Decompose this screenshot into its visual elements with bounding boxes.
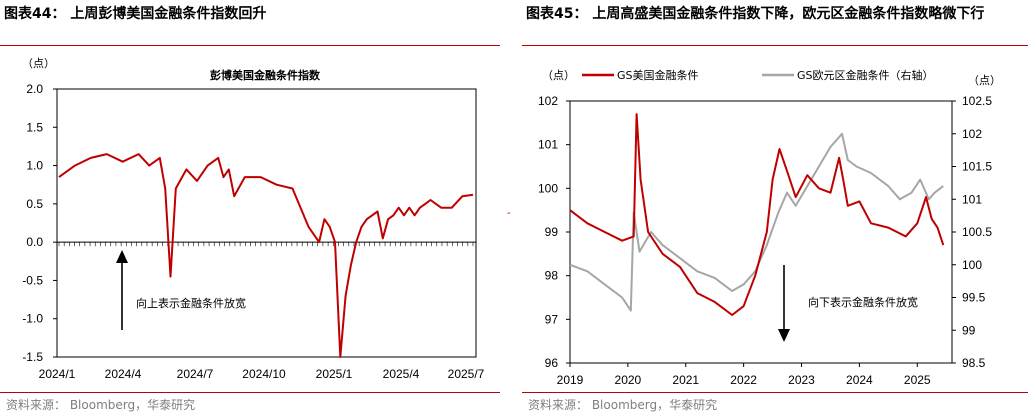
left-source-note: 资料来源： Bloomberg，华泰研究	[6, 398, 196, 412]
right-left-y-tick-label: 101	[538, 138, 558, 152]
right-right-y-tick-label: 100	[962, 258, 982, 272]
right-legend-label-eu: GS欧元区金融条件（右轴）	[797, 68, 934, 82]
left-plot-frame	[56, 88, 477, 358]
right-right-y-tick-label: 99	[962, 323, 976, 337]
left-y-unit: （点）	[22, 57, 55, 70]
left-y-tick-label: 1.0	[26, 159, 43, 173]
right-right-axis-unit: （点）	[968, 74, 1001, 87]
left-y-tick-label: -0.5	[22, 273, 43, 287]
left-x-tick-label: 2024/4	[105, 367, 142, 381]
right-right-y-tick-label: 100.5	[962, 225, 992, 239]
right-right-y-tick-label: 101.5	[962, 160, 992, 174]
right-right-y-tick-label: 99.5	[962, 291, 986, 305]
right-annotation-text: 向下表示金融条件放宽	[808, 295, 918, 309]
right-chart-title: 图表45： 上周高盛美国金融条件指数下降，欧元区金融条件指数略微下行	[526, 6, 985, 22]
right-annotation-arrow-head	[778, 329, 790, 342]
left-x-tick-label: 2025/4	[383, 367, 420, 381]
left-chart-panel: 图表44： 上周彭博美国金融条件指数回升 （点） 彭博美国金融条件指数 2.0 1.5…	[0, 0, 505, 417]
right-right-y-tick-label: 102.5	[962, 94, 992, 108]
left-y-tick-label: -1.0	[22, 312, 43, 326]
left-x-tick-label: 2024/1	[39, 367, 76, 381]
stray-mark: -	[507, 208, 511, 219]
right-chart-panel: 图表45： 上周高盛美国金融条件指数下降，欧元区金融条件指数略微下行 102 10…	[522, 0, 1030, 417]
right-left-y-tick-label: 102	[538, 94, 558, 108]
right-x-tick-label: 2024	[846, 373, 873, 387]
left-chart-title: 图表44： 上周彭博美国金融条件指数回升	[4, 6, 267, 22]
right-left-y-tick-label: 96	[545, 356, 559, 370]
left-title-rule	[0, 45, 500, 46]
right-x-tick-label: 2023	[788, 373, 815, 387]
right-left-y-tick-label: 98	[545, 269, 559, 283]
right-right-y-tick-label: 102	[962, 127, 982, 141]
right-legend-label-us: GS美国金融条件	[617, 68, 699, 82]
right-series-us-line	[569, 113, 945, 316]
left-y-tick-label: 2.0	[26, 82, 43, 96]
right-source-rule	[522, 392, 1028, 393]
left-chart-svg: （点） 彭博美国金融条件指数 2.0 1.5 1.0 0.5 0.0 -0.5 -1.0 -1.5…	[22, 57, 485, 381]
right-right-y-tick-label: 101	[962, 192, 982, 206]
left-x-tick-label: 2025/1	[316, 367, 353, 381]
right-title-rule	[522, 45, 1028, 46]
left-y-tick-label: 0.0	[26, 235, 43, 249]
right-series-eu-line	[569, 132, 944, 312]
left-x-tick-label: 2025/7	[448, 367, 485, 381]
left-series-line	[58, 153, 474, 358]
right-left-y-tick-label: 99	[545, 225, 559, 239]
right-x-tick-label: 2022	[730, 373, 757, 387]
right-x-tick-label: 2020	[615, 373, 642, 387]
right-right-y-tick-label: 98.5	[962, 356, 986, 370]
right-left-y-tick-label: 100	[538, 181, 558, 195]
right-chart-svg: 102 101 100 99 98 97 96 102.5 102 101.5 101 100.5 10…	[538, 68, 1001, 387]
left-annotation-arrow-head	[116, 250, 128, 263]
right-source-note: 资料来源： Bloomberg，华泰研究	[528, 398, 718, 412]
left-annotation-text: 向上表示金融条件放宽	[136, 296, 246, 310]
left-y-tick-label: -1.5	[22, 350, 43, 364]
left-inner-chart-title: 彭博美国金融条件指数	[210, 68, 321, 82]
right-left-axis-unit: （点）	[542, 69, 575, 82]
left-source-rule	[0, 392, 500, 393]
right-x-tick-label: 2025	[904, 373, 931, 387]
right-x-tick-label: 2019	[557, 373, 584, 387]
left-y-tick-label: 0.5	[26, 197, 43, 211]
right-plot-frame	[569, 100, 953, 364]
left-y-tick-label: 1.5	[26, 120, 43, 134]
left-x-tick-label: 2024/10	[242, 367, 286, 381]
left-x-tick-label: 2024/7	[177, 367, 214, 381]
right-left-y-tick-label: 97	[545, 312, 559, 326]
right-x-tick-label: 2021	[672, 373, 699, 387]
